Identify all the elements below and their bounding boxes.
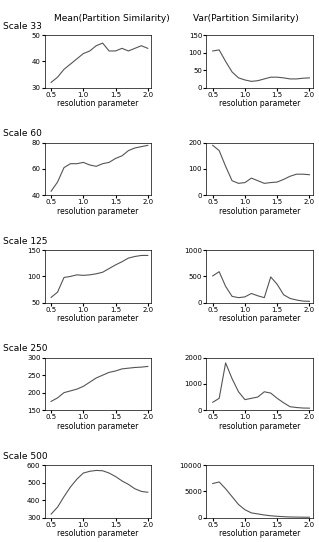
Text: Scale 500: Scale 500 [3,452,48,461]
X-axis label: resolution parameter: resolution parameter [219,314,300,323]
X-axis label: resolution parameter: resolution parameter [219,207,300,216]
X-axis label: resolution parameter: resolution parameter [57,422,138,431]
X-axis label: resolution parameter: resolution parameter [219,422,300,431]
X-axis label: resolution parameter: resolution parameter [219,529,300,538]
Text: Mean(Partition Similarity): Mean(Partition Similarity) [54,14,169,23]
X-axis label: resolution parameter: resolution parameter [57,99,138,108]
X-axis label: resolution parameter: resolution parameter [57,314,138,323]
X-axis label: resolution parameter: resolution parameter [57,529,138,538]
Text: Scale 125: Scale 125 [3,237,48,246]
Text: Var(Partition Similarity): Var(Partition Similarity) [193,14,299,23]
Text: Scale 33: Scale 33 [3,22,42,31]
Text: Scale 250: Scale 250 [3,344,48,353]
Text: Scale 60: Scale 60 [3,130,42,138]
X-axis label: resolution parameter: resolution parameter [57,207,138,216]
X-axis label: resolution parameter: resolution parameter [219,99,300,108]
